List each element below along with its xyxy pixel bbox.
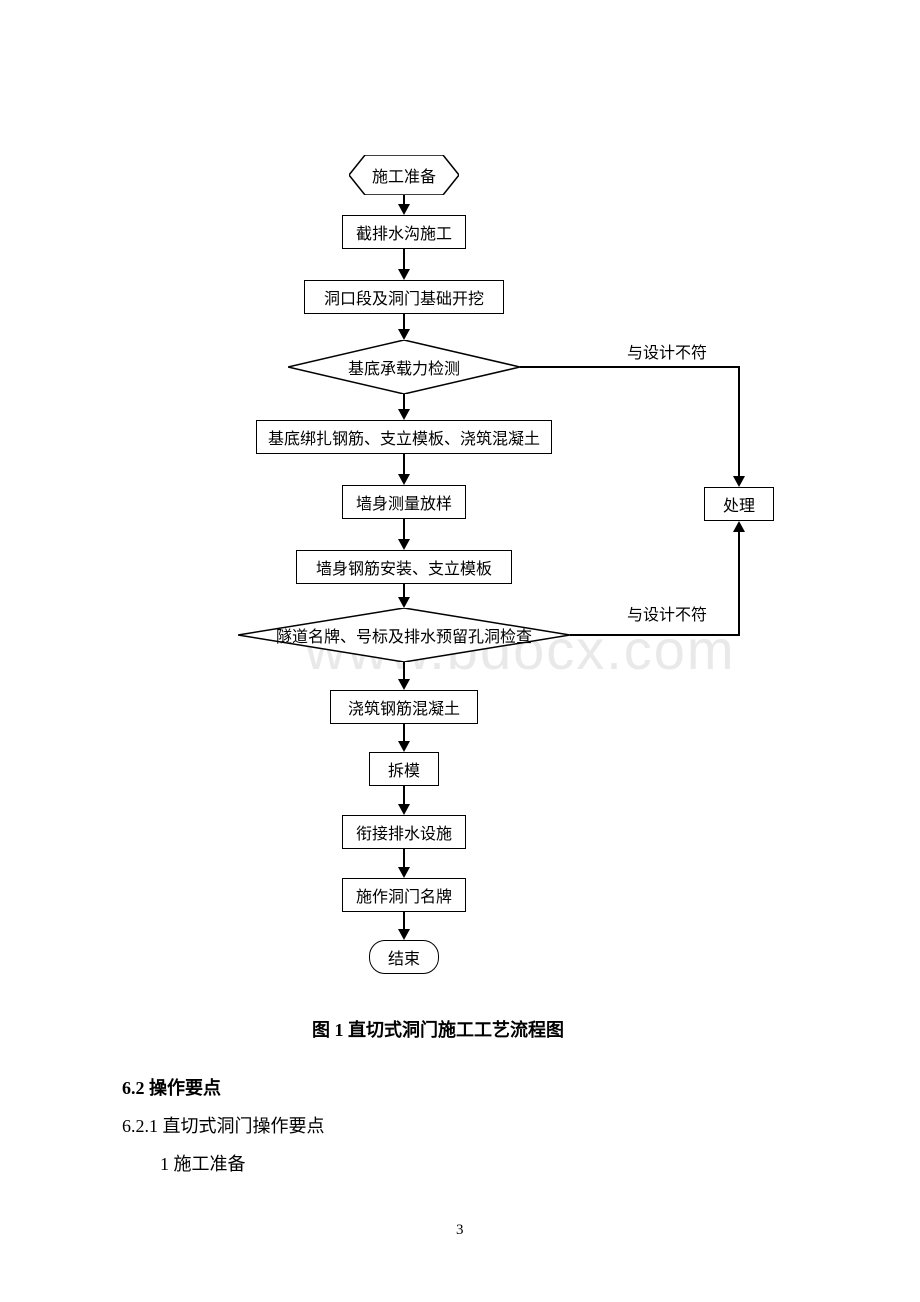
center-arrow-line-5: [403, 519, 405, 539]
node-nameplate-check-label: 隧道名牌、号标及排水预留孔洞检查: [238, 608, 570, 662]
center-arrow-line-11: [403, 912, 405, 929]
connector-d2-v: [738, 532, 740, 635]
center-arrow-line-1: [403, 249, 405, 269]
center-arrow-line-10: [403, 849, 405, 867]
figure-caption: 图 1 直切式洞门施工工艺流程图: [312, 1016, 564, 1042]
branch-label-2: 与设计不符: [627, 601, 707, 625]
node-end-label: 结束: [388, 945, 420, 969]
center-arrow-head-2: [398, 329, 410, 340]
node-excavation: 洞口段及洞门基础开挖: [304, 280, 504, 314]
center-arrow-line-2: [403, 314, 405, 329]
node-pour-concrete-label: 浇筑钢筋混凝土: [348, 695, 460, 719]
connector-d1-h: [520, 366, 740, 368]
node-process-label: 处理: [723, 492, 755, 516]
center-arrow-line-0: [403, 195, 405, 204]
node-wall-rebar-label: 墙身钢筋安装、支立模板: [316, 555, 492, 579]
node-connect-drain: 衔接排水设施: [342, 815, 466, 849]
section-heading: 6.2 操作要点: [122, 1074, 221, 1100]
branch-label-1: 与设计不符: [627, 339, 707, 363]
node-connect-drain-label: 衔接排水设施: [356, 820, 452, 844]
node-drainage: 截排水沟施工: [342, 215, 466, 249]
center-arrow-line-3: [403, 394, 405, 409]
center-arrow-head-3: [398, 409, 410, 420]
node-strip-form: 拆模: [369, 752, 439, 786]
center-arrow-line-6: [403, 584, 405, 597]
center-arrow-head-4: [398, 474, 410, 485]
node-excavation-label: 洞口段及洞门基础开挖: [324, 285, 484, 309]
center-arrow-head-10: [398, 867, 410, 878]
center-arrow-line-4: [403, 454, 405, 474]
node-start-label: 施工准备: [349, 155, 459, 195]
node-rebar-formwork: 基底绑扎钢筋、支立模板、浇筑混凝土: [256, 420, 552, 454]
connector-d2-h: [570, 634, 740, 636]
node-wall-survey: 墙身测量放样: [342, 485, 466, 519]
center-arrow-head-1: [398, 269, 410, 280]
page-number: 3: [456, 1222, 464, 1239]
node-process: 处理: [704, 487, 774, 521]
node-bearing-check-label: 基底承载力检测: [288, 340, 520, 394]
node-rebar-formwork-label: 基底绑扎钢筋、支立模板、浇筑混凝土: [268, 425, 540, 449]
connector-d1-v: [738, 366, 740, 476]
center-arrow-line-9: [403, 786, 405, 804]
center-arrow-head-8: [398, 741, 410, 752]
node-pour-concrete: 浇筑钢筋混凝土: [330, 690, 478, 724]
connector-d1-arrow: [733, 476, 745, 487]
node-bearing-check: 基底承载力检测: [288, 340, 520, 394]
connector-d2-arrow: [733, 521, 745, 532]
center-arrow-head-11: [398, 929, 410, 940]
node-drainage-label: 截排水沟施工: [356, 220, 452, 244]
node-start: 施工准备: [349, 155, 459, 195]
node-nameplate-check: 隧道名牌、号标及排水预留孔洞检查: [238, 608, 570, 662]
center-arrow-line-8: [403, 724, 405, 741]
node-wall-survey-label: 墙身测量放样: [356, 490, 452, 514]
center-arrow-head-6: [398, 597, 410, 608]
flowchart-canvas: www.bdocx.com 施工准备 截排水沟施工 洞口段及洞门基础开挖 基底承…: [0, 0, 920, 1000]
center-arrow-head-7: [398, 679, 410, 690]
section-p1: 6.2.1 直切式洞门操作要点: [122, 1112, 325, 1138]
node-nameplate-label: 施作洞门名牌: [356, 883, 452, 907]
node-end: 结束: [369, 940, 439, 974]
node-wall-rebar: 墙身钢筋安装、支立模板: [296, 550, 512, 584]
section-p2: 1 施工准备: [160, 1150, 246, 1176]
center-arrow-head-5: [398, 539, 410, 550]
center-arrow-head-0: [398, 204, 410, 215]
node-nameplate: 施作洞门名牌: [342, 878, 466, 912]
center-arrow-line-7: [403, 662, 405, 679]
node-strip-form-label: 拆模: [388, 757, 420, 781]
center-arrow-head-9: [398, 804, 410, 815]
